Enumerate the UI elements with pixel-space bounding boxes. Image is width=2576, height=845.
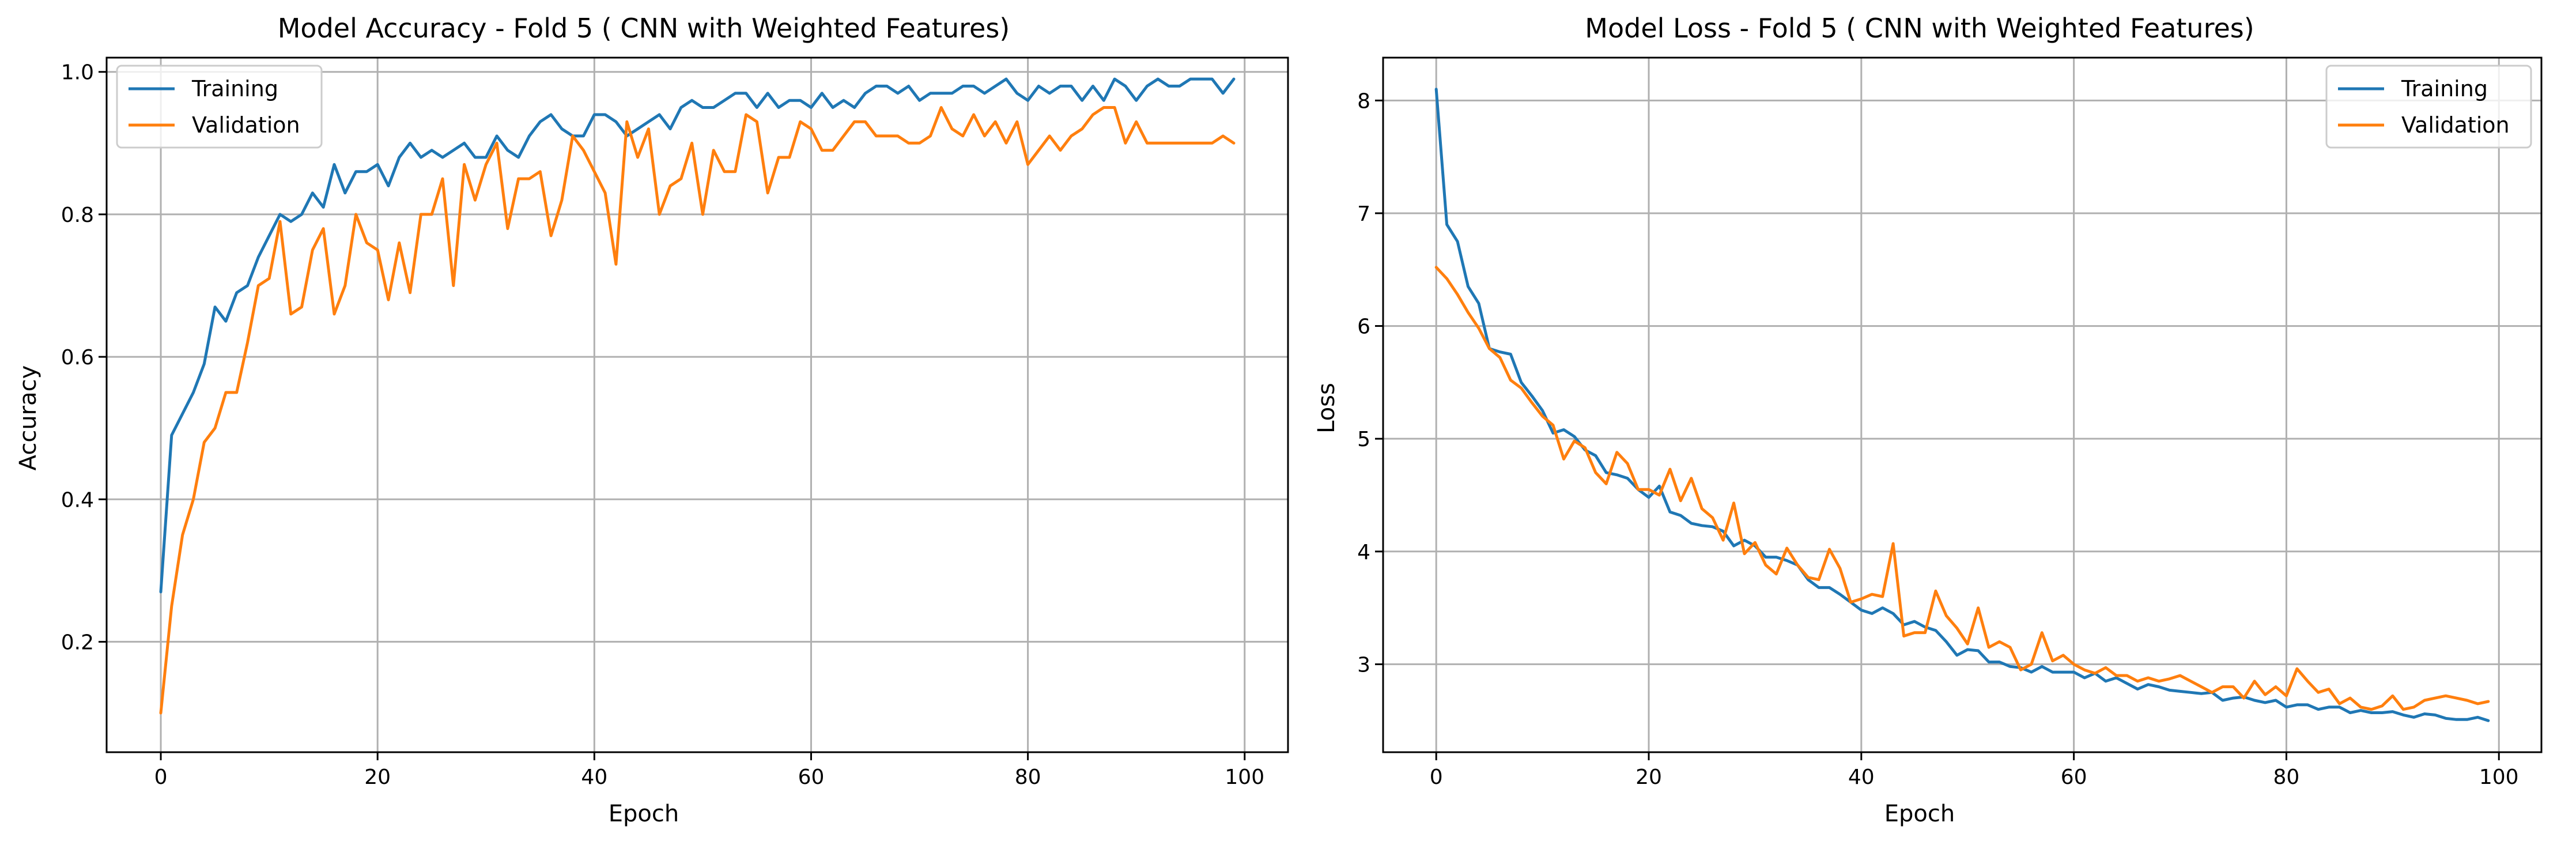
- accuracy-series-validation-line: [159, 106, 1236, 715]
- accuracy-chart-title: Model Accuracy - Fold 5 ( CNN with Weigh…: [278, 13, 1010, 44]
- loss-plot-frame: [1382, 56, 2543, 753]
- accuracy-x-tick-label: 100: [1225, 765, 1264, 789]
- loss-series-training-line: [1434, 88, 2490, 722]
- loss-legend: Training Validation: [2325, 65, 2532, 149]
- accuracy-plot-frame: [105, 56, 1289, 753]
- loss-y-tick-label: 4: [1357, 541, 1370, 564]
- accuracy-y-tick-label: 1.0: [61, 61, 94, 85]
- loss-x-tick-label: 0: [1430, 765, 1443, 789]
- loss-y-tick-label: 6: [1357, 315, 1370, 339]
- loss-legend-label-validation: Validation: [2401, 112, 2510, 138]
- accuracy-x-tick-label: 60: [798, 765, 825, 789]
- accuracy-legend-box: [116, 65, 323, 149]
- loss-x-tick-label: 100: [2479, 765, 2519, 789]
- loss-y-tick-label: 3: [1357, 653, 1370, 677]
- accuracy-x-tick-label: 20: [364, 765, 391, 789]
- loss-y-tick-label: 8: [1357, 89, 1370, 113]
- accuracy-y-tick-label: 0.6: [61, 346, 94, 369]
- loss-x-tick-label: 40: [1848, 765, 1875, 789]
- loss-legend-box: [2325, 65, 2532, 149]
- loss-y-axis-label: Loss: [1313, 383, 1340, 433]
- accuracy-chart: Model Accuracy - Fold 5 ( CNN with Weigh…: [15, 13, 1289, 827]
- loss-y-tick-label: 7: [1357, 202, 1370, 226]
- loss-x-tick-label: 60: [2061, 765, 2087, 789]
- accuracy-legend-label-validation: Validation: [192, 112, 300, 138]
- accuracy-legend: Training Validation: [116, 65, 323, 149]
- accuracy-x-axis-label: Epoch: [609, 801, 679, 827]
- accuracy-y-tick-label: 0.4: [61, 488, 94, 512]
- loss-series-validation-line: [1434, 266, 2490, 711]
- loss-x-axis-label: Epoch: [1884, 801, 1955, 827]
- loss-x-tick-label: 20: [1636, 765, 1662, 789]
- accuracy-y-tick-label: 0.8: [61, 203, 94, 227]
- accuracy-x-tick-label: 40: [581, 765, 607, 789]
- loss-y-tick-label: 5: [1357, 428, 1370, 451]
- loss-chart: Model Loss - Fold 5 ( CNN with Weighted …: [1313, 13, 2543, 827]
- accuracy-x-tick-label: 0: [154, 765, 168, 789]
- loss-legend-label-training: Training: [2401, 76, 2488, 101]
- loss-x-tick-label: 80: [2273, 765, 2300, 789]
- loss-chart-title: Model Loss - Fold 5 ( CNN with Weighted …: [1585, 13, 2254, 44]
- accuracy-series-training-line: [159, 77, 1236, 594]
- accuracy-y-axis-label: Accuracy: [15, 365, 41, 471]
- accuracy-x-tick-label: 80: [1015, 765, 1041, 789]
- accuracy-y-tick-label: 0.2: [61, 631, 94, 654]
- accuracy-legend-label-training: Training: [191, 76, 278, 101]
